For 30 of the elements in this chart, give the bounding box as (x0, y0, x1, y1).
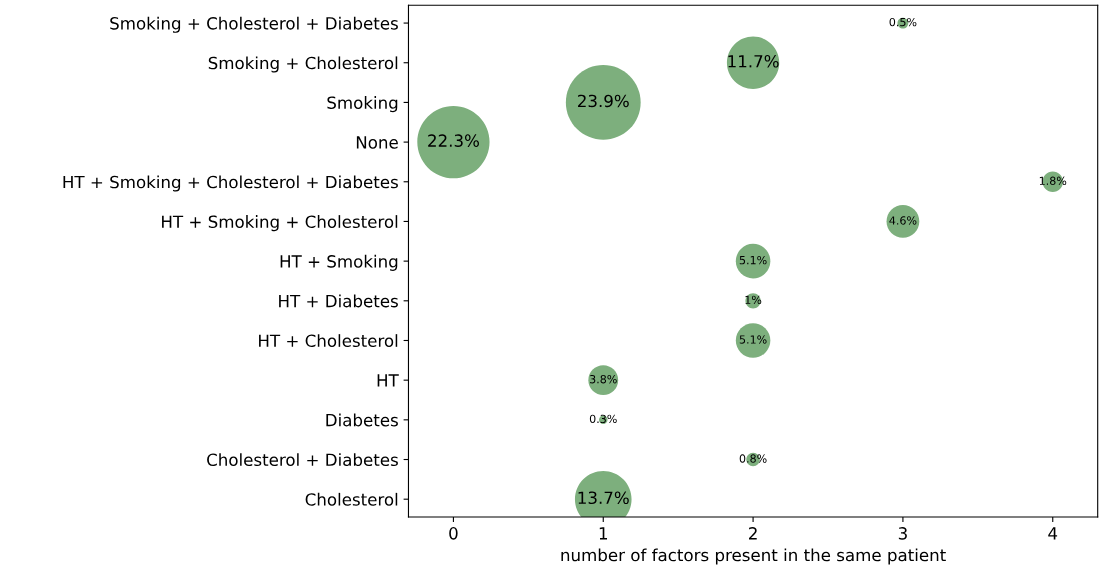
annotation: 0.3% (589, 414, 617, 424)
y-tick-label: Smoking + Cholesterol + Diabetes (110, 16, 398, 33)
annotation: 0.5% (889, 17, 917, 27)
x-tick-label: 0 (449, 527, 458, 540)
y-tick-label: None (356, 136, 398, 149)
y-tick-label: HT + Smoking + Cholesterol (162, 215, 398, 232)
y-tick-label: HT + Diabetes (279, 294, 398, 308)
annotation: 3.8% (589, 374, 617, 384)
annotation: 13.7% (578, 491, 629, 505)
x-tick-label: 1 (599, 527, 608, 540)
annotation: 11.7% (728, 54, 779, 68)
annotation: 23.9% (578, 94, 629, 108)
y-tick-label: HT (377, 374, 399, 387)
y-tick-label: Cholesterol (305, 492, 398, 506)
y-tick-label: HT + Cholesterol (259, 334, 398, 348)
x-tick-label: 2 (749, 527, 757, 540)
y-tick-label: Diabetes (326, 413, 398, 427)
annotation: 4.6% (889, 216, 917, 225)
x-axis-title: number of factors present in the same patient (561, 548, 946, 565)
y-tick-label: Smoking + Cholesterol (208, 56, 398, 73)
annotation: 22.3% (428, 134, 479, 147)
annotation: 0.8% (739, 454, 767, 463)
annotation: 5.1% (739, 335, 767, 344)
y-tick-label: Smoking (327, 96, 398, 113)
x-tick-label: 3 (898, 527, 907, 540)
y-tick-label: Cholesterol + Diabetes (207, 453, 398, 467)
y-tick-label: HT + Smoking (280, 254, 398, 271)
y-tick-label: HT + Smoking + Cholesterol + Diabetes (63, 175, 398, 192)
annotation: 5.1% (739, 255, 767, 265)
x-tick-label: 4 (1048, 527, 1058, 540)
